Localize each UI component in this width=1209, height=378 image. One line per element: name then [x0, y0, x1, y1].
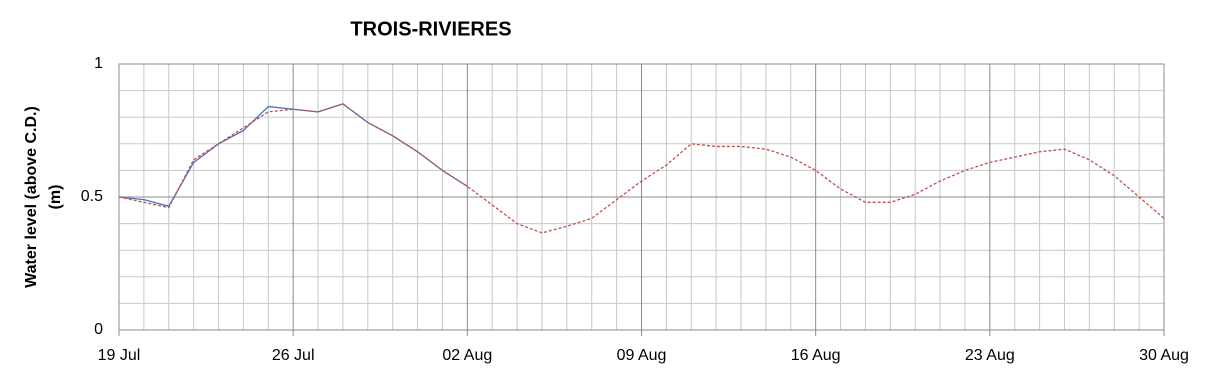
y-tick-label: 0: [94, 321, 103, 338]
chart-title: TROIS-RIVIERES: [350, 18, 511, 40]
y-tick-label: 1: [94, 55, 103, 72]
x-tick-label: 19 Jul: [98, 347, 141, 364]
x-tick-label: 16 Aug: [791, 347, 841, 364]
y-axis-label: (m): [47, 185, 64, 210]
x-tick-label: 26 Jul: [272, 347, 315, 364]
y-axis-label: Water level (above C.D.): [23, 106, 40, 288]
series-line: [118, 103, 1165, 234]
x-tick-label: 30 Aug: [1139, 347, 1189, 364]
x-tick-label: 02 Aug: [442, 347, 492, 364]
x-tick-label: 09 Aug: [617, 347, 667, 364]
series-line: [118, 103, 468, 207]
y-tick-label: 0.5: [81, 188, 103, 205]
x-tick-label: 23 Aug: [965, 347, 1015, 364]
